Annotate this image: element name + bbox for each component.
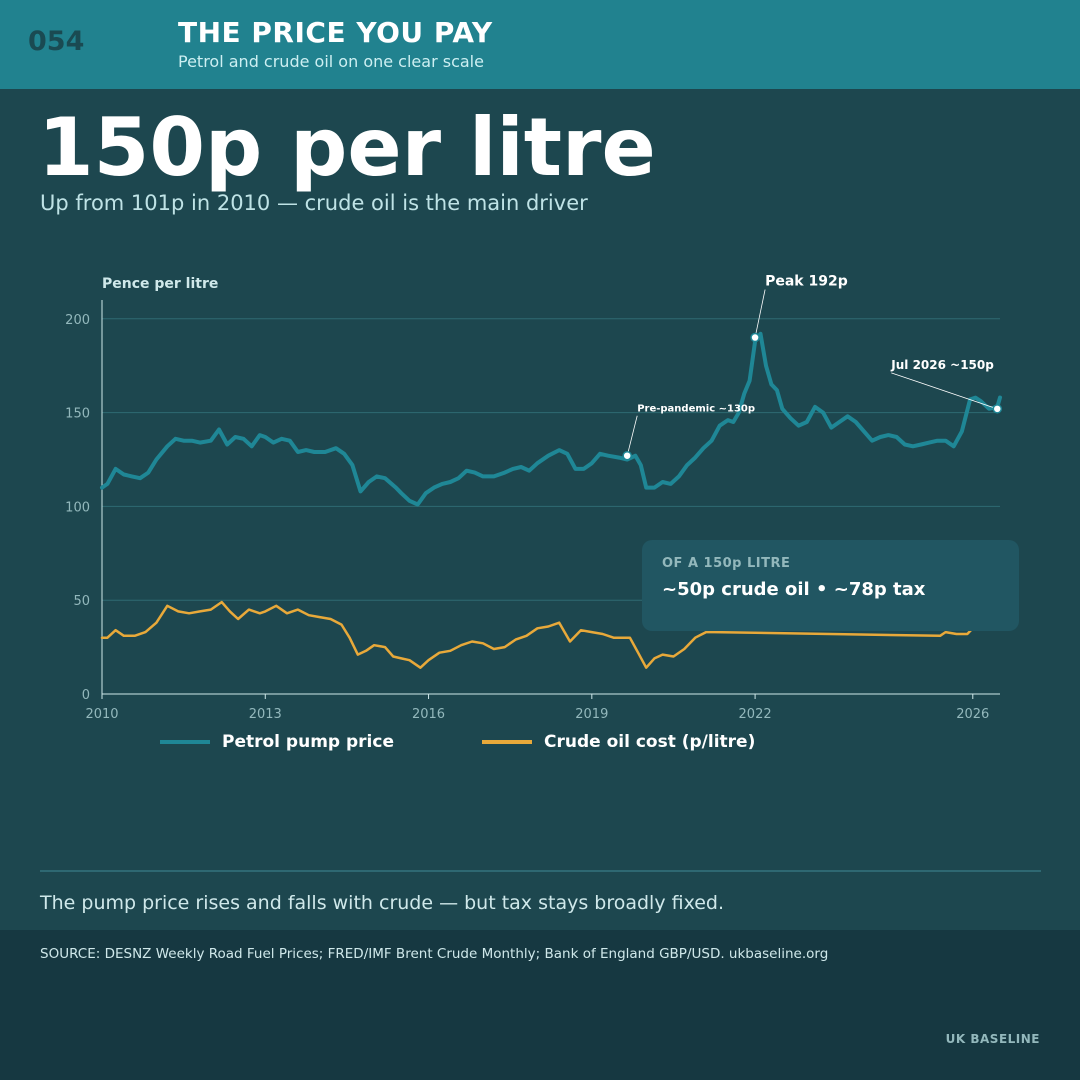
header-bar: 054 THE PRICE YOU PAY Petrol and crude o… [0, 0, 1080, 89]
legend-item-crude: Crude oil cost (p/litre) [481, 732, 756, 752]
x-tick-label: 2016 [412, 707, 445, 722]
x-tick-label: 2013 [249, 707, 282, 722]
y-tick-label: 50 [73, 594, 90, 609]
annotation-marker [622, 450, 632, 461]
y-tick-label: 100 [65, 500, 90, 515]
x-tick-label: 2010 [85, 707, 118, 722]
footer: SOURCE: DESNZ Weekly Road Fuel Prices; F… [0, 930, 1080, 1080]
takeaway-text: The pump price rises and falls with crud… [40, 892, 725, 914]
annotation-leader [626, 415, 638, 456]
crude-oil-line [100, 600, 975, 669]
headline: 150p per litre [38, 101, 656, 194]
tax-breakdown-callout: OF A 150p LITRE ~50p crude oil • ~78p ta… [642, 540, 1019, 631]
annotation-marker [750, 332, 760, 343]
x-tick-label: 2026 [956, 707, 989, 722]
annotation-marker [992, 404, 1003, 414]
y-tick-label: 0 [82, 688, 90, 703]
legend-label-petrol: Petrol pump price [222, 732, 394, 752]
source-note: SOURCE: DESNZ Weekly Road Fuel Prices; F… [40, 946, 829, 962]
y-axis-title: Pence per litre [102, 276, 218, 292]
x-tick-label: 2022 [739, 707, 772, 722]
legend-swatch-crude [481, 740, 532, 744]
divider [40, 870, 1041, 872]
legend-label-crude: Crude oil cost (p/litre) [543, 732, 756, 752]
callout-value: ~50p crude oil • ~78p tax [662, 579, 926, 600]
kicker-subtitle: Petrol and crude oil on one clear scale [178, 52, 484, 71]
peak-annotation: Peak 192p [765, 274, 848, 290]
issue-number: 054 [28, 26, 85, 57]
x-tick-label: 2019 [575, 707, 608, 722]
annotation-leader [754, 289, 766, 338]
legend-item-petrol: Petrol pump price [160, 732, 394, 752]
brand-mark: UK BASELINE [945, 1032, 1040, 1046]
legend-swatch-petrol [160, 740, 210, 744]
pre-pandemic-annotation: Pre-pandemic ~130p [637, 404, 755, 415]
y-tick-label: 150 [65, 407, 90, 422]
annotation-leader [891, 372, 998, 410]
subheadline: Up from 101p in 2010 — crude oil is the … [40, 191, 588, 215]
chart-legend: Petrol pump price Crude oil cost (p/litr… [160, 730, 843, 754]
kicker-title: THE PRICE YOU PAY [178, 16, 493, 49]
petrol-price-line [100, 331, 1002, 507]
latest-annotation: Jul 2026 ~150p [890, 358, 994, 372]
callout-label: OF A 150p LITRE [662, 556, 791, 571]
y-tick-label: 200 [65, 313, 90, 328]
